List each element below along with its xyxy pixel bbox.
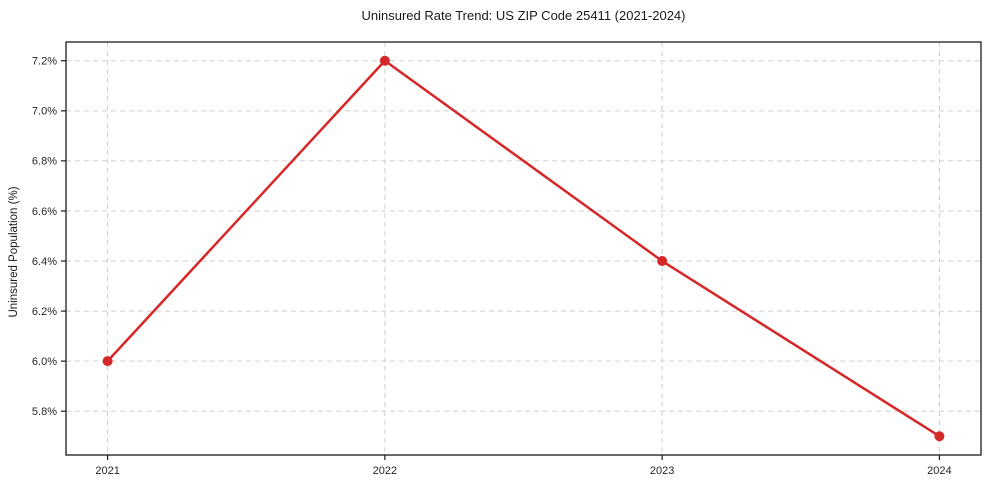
x-tick-label: 2021 — [95, 465, 119, 477]
y-tick-label: 7.0% — [32, 106, 57, 118]
data-point-marker — [379, 55, 390, 66]
data-point-marker — [657, 256, 668, 267]
x-tick-label: 2024 — [927, 465, 951, 477]
x-tick-label: 2022 — [373, 465, 397, 477]
chart-title: Uninsured Rate Trend: US ZIP Code 25411 … — [361, 8, 686, 23]
series-line — [106, 59, 941, 438]
y-tick-label: 6.0% — [32, 356, 57, 368]
y-tick-label: 5.8% — [32, 406, 57, 418]
y-tick-label: 6.4% — [32, 256, 57, 268]
y-tick-label: 6.6% — [32, 206, 57, 218]
data-point-marker — [934, 431, 945, 442]
plot-frame — [65, 41, 982, 456]
y-tick-label: 6.2% — [32, 306, 57, 318]
y-tick-label: 6.8% — [32, 156, 57, 168]
y-tick-label: 7.2% — [32, 56, 57, 68]
data-point-marker — [102, 356, 113, 367]
x-tick-label: 2023 — [650, 465, 674, 477]
